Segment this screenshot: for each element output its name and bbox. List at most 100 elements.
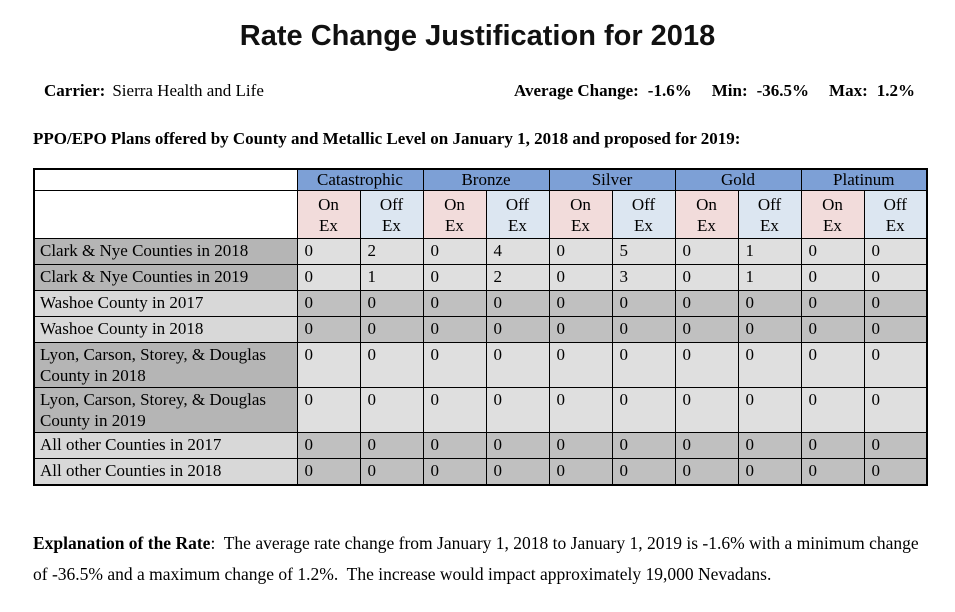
plan-count-cell: 0 bbox=[737, 432, 802, 459]
row-label: Washoe County in 2017 bbox=[33, 290, 298, 317]
min-label: Min: bbox=[711, 81, 748, 100]
plan-count-cell: 0 bbox=[737, 316, 802, 343]
plan-count-cell: 0 bbox=[548, 458, 613, 486]
plan-count-cell: 0 bbox=[485, 316, 550, 343]
plan-count-cell: 0 bbox=[359, 290, 424, 317]
plan-count-cell: 0 bbox=[737, 458, 802, 486]
plan-count-cell: 0 bbox=[296, 458, 361, 486]
plan-count-cell: 0 bbox=[674, 342, 739, 388]
carrier-label: Carrier: bbox=[44, 81, 106, 100]
plan-count-cell: 0 bbox=[674, 264, 739, 291]
plan-count-cell: 0 bbox=[485, 458, 550, 486]
plan-count-cell: 0 bbox=[359, 342, 424, 388]
plan-count-cell: 0 bbox=[737, 290, 802, 317]
max-value: 1.2% bbox=[876, 81, 915, 100]
off-exchange-header: Off Ex bbox=[737, 190, 802, 239]
plan-count-cell: 0 bbox=[422, 316, 487, 343]
on-exchange-header: On Ex bbox=[674, 190, 739, 239]
plan-count-cell: 0 bbox=[548, 316, 613, 343]
plan-count-cell: 0 bbox=[611, 458, 676, 486]
plan-count-cell: 0 bbox=[548, 387, 613, 433]
explanation-label: Explanation of the Rate bbox=[33, 533, 211, 553]
row-label: Lyon, Carson, Storey, & Douglas County i… bbox=[33, 387, 298, 433]
plan-count-cell: 0 bbox=[422, 387, 487, 433]
table-row: All other Counties in 2018 0 0 0 0 0 0 0 0 0 0 bbox=[33, 458, 928, 486]
plan-count-cell: 0 bbox=[611, 432, 676, 459]
plan-count-cell: 0 bbox=[422, 432, 487, 459]
plan-count-cell: 0 bbox=[674, 387, 739, 433]
plan-count-cell: 0 bbox=[800, 458, 865, 486]
plan-count-cell: 5 bbox=[611, 238, 676, 265]
stats-block: Average Change: -1.6% Min: -36.5% Max: 1.2% bbox=[514, 80, 915, 102]
plan-count-cell: 0 bbox=[548, 342, 613, 388]
exchange-header-row: On Ex Off Ex On Ex Off Ex On Ex Off Ex O… bbox=[33, 190, 928, 239]
row-label: Clark & Nye Counties in 2018 bbox=[33, 238, 298, 265]
plan-count-cell: 0 bbox=[800, 342, 865, 388]
metal-header-catastrophic: Catastrophic bbox=[296, 168, 424, 191]
plan-count-cell: 0 bbox=[485, 342, 550, 388]
plan-count-cell: 0 bbox=[863, 458, 928, 486]
off-exchange-header: Off Ex bbox=[611, 190, 676, 239]
plan-count-cell: 0 bbox=[800, 387, 865, 433]
carrier-value: Sierra Health and Life bbox=[112, 81, 264, 100]
off-exchange-header: Off Ex bbox=[863, 190, 928, 239]
plan-count-cell: 0 bbox=[296, 342, 361, 388]
table-row: Lyon, Carson, Storey, & Douglas County i… bbox=[33, 342, 928, 388]
plan-count-cell: 0 bbox=[674, 432, 739, 459]
on-exchange-header: On Ex bbox=[800, 190, 865, 239]
plan-count-cell: 0 bbox=[674, 316, 739, 343]
metal-header-gold: Gold bbox=[674, 168, 802, 191]
metal-header-row: Catastrophic Bronze Silver Gold Platinum bbox=[33, 168, 928, 191]
plan-count-cell: 0 bbox=[800, 264, 865, 291]
plan-count-cell: 0 bbox=[359, 387, 424, 433]
table-row: Clark & Nye Counties in 2019 0 1 0 2 0 3 0 1 0 0 bbox=[33, 264, 928, 291]
plan-count-cell: 0 bbox=[422, 238, 487, 265]
row-label: Lyon, Carson, Storey, & Douglas County i… bbox=[33, 342, 298, 388]
min-value: -36.5% bbox=[756, 81, 810, 100]
metal-header-silver: Silver bbox=[548, 168, 676, 191]
plan-count-cell: 0 bbox=[548, 290, 613, 317]
plan-count-cell: 0 bbox=[296, 264, 361, 291]
plan-count-cell: 0 bbox=[800, 432, 865, 459]
max-label: Max: bbox=[829, 81, 868, 100]
row-label: Washoe County in 2018 bbox=[33, 316, 298, 343]
plan-count-cell: 0 bbox=[674, 290, 739, 317]
plan-count-cell: 0 bbox=[296, 432, 361, 459]
plan-count-cell: 0 bbox=[359, 458, 424, 486]
plan-count-cell: 0 bbox=[296, 316, 361, 343]
plan-count-cell: 0 bbox=[863, 238, 928, 265]
plan-count-cell: 0 bbox=[737, 342, 802, 388]
corner-cell bbox=[33, 168, 298, 191]
plan-count-cell: 0 bbox=[611, 342, 676, 388]
plan-count-cell: 0 bbox=[296, 290, 361, 317]
plan-count-cell: 1 bbox=[737, 238, 802, 265]
explanation-paragraph: Explanation of the Rate: The average rat… bbox=[33, 528, 937, 590]
plan-count-cell: 0 bbox=[800, 316, 865, 343]
plan-count-cell: 1 bbox=[737, 264, 802, 291]
plan-count-cell: 0 bbox=[296, 238, 361, 265]
plan-count-cell: 0 bbox=[611, 290, 676, 317]
table-row: Washoe County in 2018 0 0 0 0 0 0 0 0 0 0 bbox=[33, 316, 928, 343]
plan-count-cell: 0 bbox=[863, 432, 928, 459]
explanation-text: : The average rate change from January 1… bbox=[33, 533, 924, 584]
plan-count-cell: 0 bbox=[863, 342, 928, 388]
row-label: All other Counties in 2018 bbox=[33, 458, 298, 486]
on-exchange-header: On Ex bbox=[296, 190, 361, 239]
plan-count-cell: 0 bbox=[422, 264, 487, 291]
corner-cell bbox=[33, 190, 298, 239]
plan-count-cell: 0 bbox=[485, 432, 550, 459]
plan-count-cell: 0 bbox=[863, 387, 928, 433]
metal-header-bronze: Bronze bbox=[422, 168, 550, 191]
table-row: Washoe County in 2017 0 0 0 0 0 0 0 0 0 0 bbox=[33, 290, 928, 317]
plan-count-cell: 4 bbox=[485, 238, 550, 265]
average-change-value: -1.6% bbox=[647, 81, 692, 100]
row-label: Clark & Nye Counties in 2019 bbox=[33, 264, 298, 291]
plans-table: Catastrophic Bronze Silver Gold Platinum… bbox=[33, 168, 928, 486]
plan-count-cell: 0 bbox=[800, 238, 865, 265]
table-body: Clark & Nye Counties in 2018 0 2 0 4 0 5 0 1 0 0 Cl… bbox=[33, 238, 928, 486]
plan-count-cell: 0 bbox=[863, 290, 928, 317]
plan-count-cell: 0 bbox=[737, 387, 802, 433]
on-exchange-header: On Ex bbox=[548, 190, 613, 239]
plan-count-cell: 0 bbox=[359, 316, 424, 343]
metal-header-platinum: Platinum bbox=[800, 168, 928, 191]
